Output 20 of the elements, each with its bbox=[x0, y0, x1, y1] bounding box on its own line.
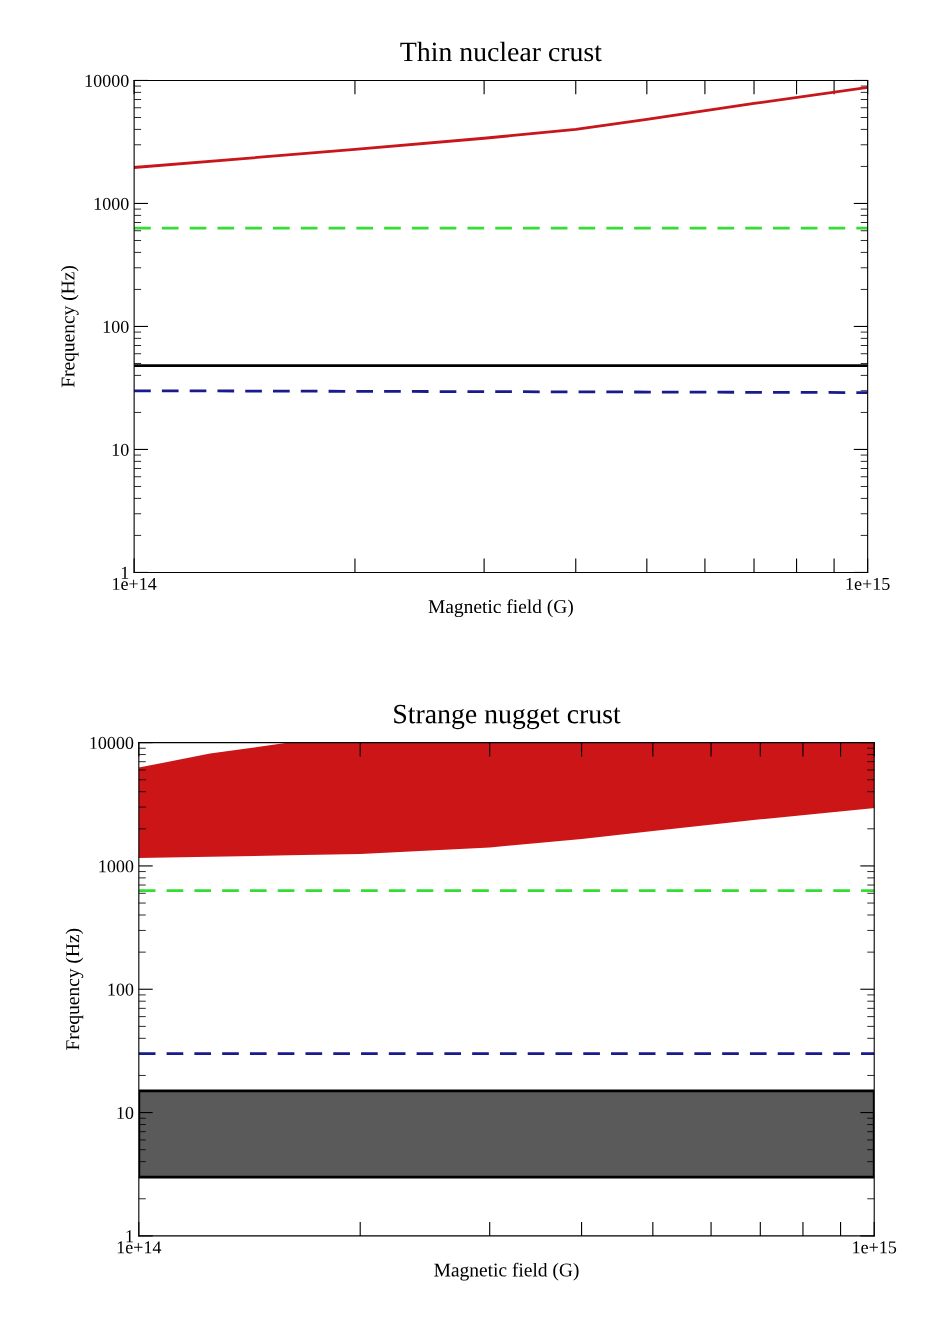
y-tick-label: 100 bbox=[108, 983, 134, 996]
y-tick-label: 10000 bbox=[90, 736, 134, 750]
x-axis-title: Magnetic field (G) bbox=[434, 1262, 579, 1281]
y-tick-label: 1 bbox=[121, 566, 129, 579]
x-tick-label: 1e+15 bbox=[853, 1241, 897, 1254]
x-tick-label: 1e+14 bbox=[113, 577, 157, 591]
x-axis-title: Magnetic field (G) bbox=[428, 599, 573, 618]
chart-title: Thin nuclear crust bbox=[400, 41, 602, 62]
y-tick-label: 1 bbox=[126, 1230, 133, 1243]
x-tick-label: 1e+15 bbox=[846, 577, 890, 591]
y-axis-title: Frequency (Hz) bbox=[65, 928, 84, 1050]
y-tick-label: 10000 bbox=[85, 74, 129, 87]
y-tick-label: 1000 bbox=[99, 860, 134, 873]
y-tick-label: 10 bbox=[117, 1106, 134, 1120]
x-tick-label: 1e+14 bbox=[117, 1241, 162, 1254]
y-tick-label: 1000 bbox=[94, 197, 129, 210]
y-tick-label: 100 bbox=[103, 320, 129, 333]
y-tick-label: 10 bbox=[112, 443, 129, 456]
y-axis-title: Frequency (Hz) bbox=[60, 266, 79, 388]
chart-title: Strange nugget crust bbox=[394, 704, 621, 730]
